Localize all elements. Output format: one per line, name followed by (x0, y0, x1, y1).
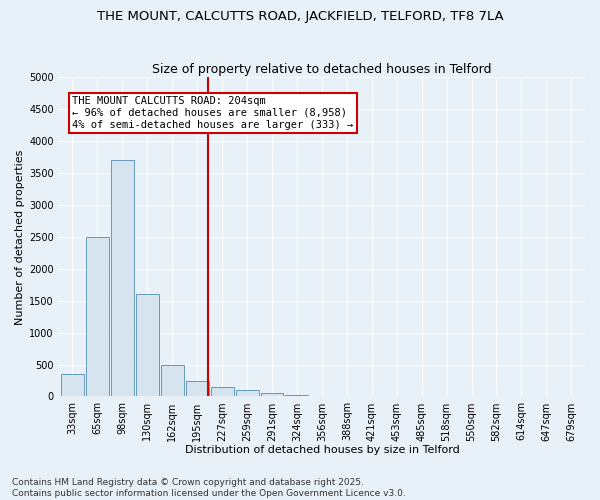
Bar (111, 160, 134, 396)
Bar (136, 294, 159, 396)
Title: Size of property relative to detached houses in Telford: Size of property relative to detached ho… (152, 63, 491, 76)
Text: Contains HM Land Registry data © Crown copyright and database right 2025.
Contai: Contains HM Land Registry data © Crown c… (12, 478, 406, 498)
Bar (236, 390, 259, 396)
Bar (186, 380, 209, 396)
Bar (286, 395, 308, 396)
Text: THE MOUNT, CALCUTTS ROAD, JACKFIELD, TELFORD, TF8 7LA: THE MOUNT, CALCUTTS ROAD, JACKFIELD, TEL… (97, 10, 503, 23)
Bar (86, 237, 109, 396)
Text: THE MOUNT CALCUTTS ROAD: 204sqm
← 96% of detached houses are smaller (8,958)
4% : THE MOUNT CALCUTTS ROAD: 204sqm ← 96% of… (73, 96, 354, 130)
Y-axis label: Number of detached properties: Number of detached properties (15, 149, 25, 324)
Bar (61, 374, 84, 396)
Bar (211, 387, 233, 396)
X-axis label: Distribution of detached houses by size in Telford: Distribution of detached houses by size … (185, 445, 459, 455)
Bar (161, 364, 184, 396)
Bar (260, 394, 283, 396)
